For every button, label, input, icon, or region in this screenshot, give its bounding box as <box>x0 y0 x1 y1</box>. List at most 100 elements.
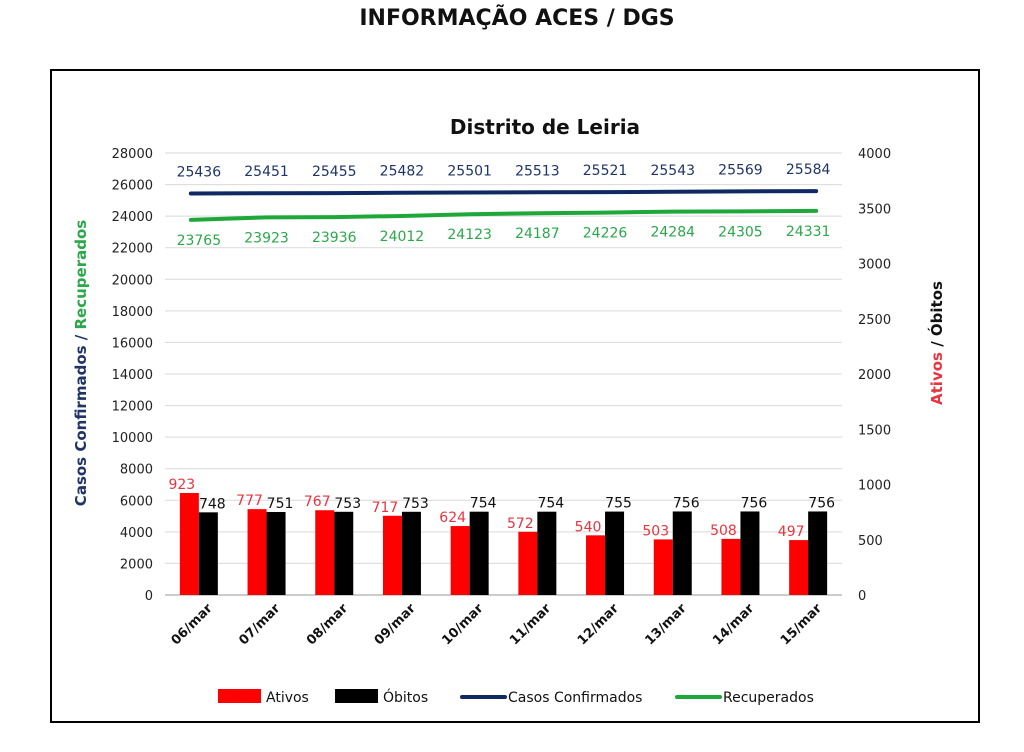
data-label-óbitos: 751 <box>267 496 294 512</box>
legend-swatch-ativos <box>218 689 261 703</box>
data-label-ativos: 777 <box>236 493 263 509</box>
axis-title-part: / <box>72 330 90 346</box>
data-label-casos-confirmados: 25482 <box>380 164 425 180</box>
data-label-ativos: 497 <box>778 524 805 540</box>
bar-óbitos <box>605 511 625 595</box>
data-label-casos-confirmados: 25436 <box>177 164 222 180</box>
left-tick-label: 2000 <box>120 557 153 572</box>
data-label-óbitos: 753 <box>402 496 429 512</box>
data-label-ativos: 624 <box>439 510 466 526</box>
data-label-ativos: 540 <box>575 519 602 535</box>
legend-swatch-óbitos <box>335 689 378 703</box>
category-label: 08/mar <box>304 601 351 648</box>
bars <box>179 493 828 595</box>
bar-ativos <box>315 510 335 595</box>
data-label-recuperados: 24123 <box>447 227 492 243</box>
left-tick-label: 4000 <box>120 526 153 541</box>
left-tick-label: 0 <box>145 589 153 604</box>
data-label-óbitos: 756 <box>673 495 700 511</box>
data-label-casos-confirmados: 25513 <box>515 163 560 179</box>
data-label-óbitos: 754 <box>537 496 564 512</box>
category-label: 14/mar <box>710 601 757 648</box>
bar-ativos <box>721 538 741 595</box>
left-tick-label: 10000 <box>112 431 153 446</box>
left-tick-label: 20000 <box>112 273 153 288</box>
legend-label: Recuperados <box>723 690 814 706</box>
data-label-casos-confirmados: 25455 <box>312 164 357 180</box>
bar-ativos <box>586 535 606 595</box>
right-tick-label: 2500 <box>858 313 891 328</box>
data-label-óbitos: 748 <box>199 496 226 512</box>
category-labels: 06/mar 07/mar 08/mar 09/mar 10/mar 11/mar 12/m… <box>169 601 826 648</box>
bar-ativos <box>382 515 402 595</box>
legend-label: Óbitos <box>383 688 428 706</box>
bar-óbitos <box>740 511 760 595</box>
bar-ativos <box>518 531 538 595</box>
data-label-recuperados: 24284 <box>650 225 695 241</box>
left-tick-label: 14000 <box>112 368 153 383</box>
data-label-casos-confirmados: 25521 <box>583 163 628 179</box>
category-label: 15/mar <box>778 601 825 648</box>
axis-title-part: Óbitos <box>927 281 946 336</box>
data-label-recuperados: 24331 <box>786 224 831 240</box>
left-tick-label: 12000 <box>112 400 153 415</box>
right-tick-label: 1000 <box>858 479 891 494</box>
bar-óbitos <box>672 511 692 595</box>
right-tick-label: 3000 <box>858 258 891 273</box>
bar-óbitos <box>334 511 354 595</box>
data-label-ativos: 923 <box>168 477 195 493</box>
left-tick-label: 8000 <box>120 463 153 478</box>
bar-ativos <box>789 540 809 595</box>
left-tick-label: 18000 <box>112 305 153 320</box>
data-label-recuperados: 23765 <box>177 233 222 249</box>
chart-title: Distrito de Leiria <box>450 115 640 139</box>
chart-frame: Distrito de Leiria 0 2000 4000 6000 8000 1000… <box>50 69 980 723</box>
legend-label: Casos Confirmados <box>508 690 642 706</box>
bar-óbitos <box>401 511 421 595</box>
data-labels: 923 777 767 717 624 572 540 503 508 497 748 751 753 7… <box>168 162 835 540</box>
chart: Distrito de Leiria 0 2000 4000 6000 8000 1000… <box>72 115 946 706</box>
bar-ativos <box>179 493 199 595</box>
data-label-ativos: 508 <box>710 523 737 539</box>
data-label-recuperados: 23936 <box>312 230 357 246</box>
left-tick-label: 28000 <box>112 147 153 162</box>
data-label-óbitos: 753 <box>334 496 361 512</box>
data-label-recuperados: 24187 <box>515 226 560 242</box>
data-label-casos-confirmados: 25584 <box>786 162 831 178</box>
bar-ativos <box>653 539 673 595</box>
series-line-recuperados <box>188 208 819 222</box>
legend-label: Ativos <box>266 690 309 706</box>
category-label: 06/mar <box>169 601 216 648</box>
data-label-ativos: 503 <box>642 523 669 539</box>
lines <box>188 189 819 222</box>
category-label: 09/mar <box>372 601 419 648</box>
category-label: 10/mar <box>439 601 486 648</box>
data-label-recuperados: 24305 <box>718 224 763 240</box>
category-label: 07/mar <box>236 601 283 648</box>
right-tick-label: 4000 <box>858 147 891 162</box>
data-label-recuperados: 24226 <box>583 226 628 242</box>
category-label: 12/mar <box>575 601 622 648</box>
bar-óbitos <box>808 511 828 595</box>
left-axis-title: Casos Confirmados / Recuperados <box>72 220 90 506</box>
data-label-recuperados: 24012 <box>380 229 425 245</box>
category-label: 13/mar <box>643 601 690 648</box>
bar-ativos <box>450 526 470 595</box>
data-label-ativos: 767 <box>304 494 331 510</box>
bar-óbitos <box>537 511 557 595</box>
data-label-ativos: 572 <box>507 516 534 532</box>
right-tick-label: 0 <box>858 589 866 604</box>
right-tick-label: 2000 <box>858 368 891 383</box>
left-tick-label: 24000 <box>112 210 153 225</box>
category-label: 11/mar <box>507 601 554 648</box>
left-tick-label: 6000 <box>120 494 153 509</box>
left-axis-ticks: 0 2000 4000 6000 8000 10000 12000 14000 16000 180… <box>112 147 153 604</box>
left-tick-label: 26000 <box>112 179 153 194</box>
axis-title-part: Ativos <box>928 352 946 405</box>
right-axis-title: Ativos / Óbitos <box>927 281 946 405</box>
data-label-ativos: 717 <box>372 500 399 516</box>
data-label-óbitos: 756 <box>808 495 835 511</box>
axis-title-part: Casos Confirmados <box>72 345 90 506</box>
bar-ativos <box>247 509 267 595</box>
right-tick-label: 500 <box>858 534 883 549</box>
